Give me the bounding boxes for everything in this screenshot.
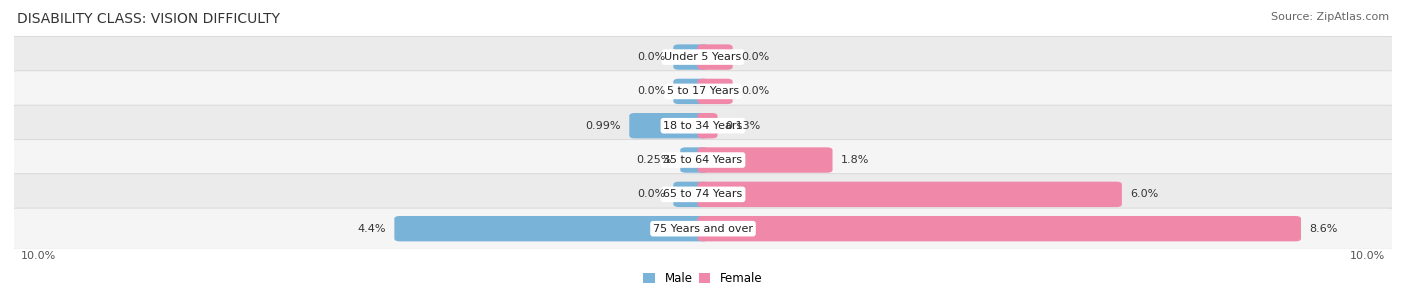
Text: 5 to 17 Years: 5 to 17 Years <box>666 86 740 96</box>
FancyBboxPatch shape <box>673 44 709 70</box>
Text: 0.99%: 0.99% <box>585 121 621 131</box>
Text: DISABILITY CLASS: VISION DIFFICULTY: DISABILITY CLASS: VISION DIFFICULTY <box>17 12 280 26</box>
FancyBboxPatch shape <box>673 79 709 104</box>
Text: 0.25%: 0.25% <box>637 155 672 165</box>
FancyBboxPatch shape <box>7 174 1399 215</box>
Legend: Male, Female: Male, Female <box>638 268 768 290</box>
Text: 0.0%: 0.0% <box>741 86 769 96</box>
Text: 10.0%: 10.0% <box>21 251 56 261</box>
FancyBboxPatch shape <box>697 44 733 70</box>
FancyBboxPatch shape <box>394 216 709 241</box>
Text: 0.0%: 0.0% <box>637 52 665 62</box>
FancyBboxPatch shape <box>697 79 733 104</box>
Text: 18 to 34 Years: 18 to 34 Years <box>664 121 742 131</box>
FancyBboxPatch shape <box>7 36 1399 78</box>
Text: 0.13%: 0.13% <box>725 121 761 131</box>
FancyBboxPatch shape <box>7 140 1399 181</box>
Text: 1.8%: 1.8% <box>841 155 869 165</box>
Text: 6.0%: 6.0% <box>1130 189 1159 199</box>
Text: 65 to 74 Years: 65 to 74 Years <box>664 189 742 199</box>
Text: 0.0%: 0.0% <box>741 52 769 62</box>
FancyBboxPatch shape <box>681 147 709 173</box>
FancyBboxPatch shape <box>673 182 709 207</box>
FancyBboxPatch shape <box>7 71 1399 112</box>
FancyBboxPatch shape <box>697 216 1301 241</box>
Text: 10.0%: 10.0% <box>1350 251 1385 261</box>
Text: 8.6%: 8.6% <box>1309 224 1337 234</box>
FancyBboxPatch shape <box>697 182 1122 207</box>
FancyBboxPatch shape <box>697 113 717 138</box>
FancyBboxPatch shape <box>697 147 832 173</box>
Text: 4.4%: 4.4% <box>357 224 387 234</box>
Text: 0.0%: 0.0% <box>637 189 665 199</box>
Text: 75 Years and over: 75 Years and over <box>652 224 754 234</box>
FancyBboxPatch shape <box>630 113 709 138</box>
Text: 35 to 64 Years: 35 to 64 Years <box>664 155 742 165</box>
Text: Under 5 Years: Under 5 Years <box>665 52 741 62</box>
Text: Source: ZipAtlas.com: Source: ZipAtlas.com <box>1271 12 1389 22</box>
FancyBboxPatch shape <box>7 208 1399 249</box>
Text: 0.0%: 0.0% <box>637 86 665 96</box>
FancyBboxPatch shape <box>7 105 1399 146</box>
